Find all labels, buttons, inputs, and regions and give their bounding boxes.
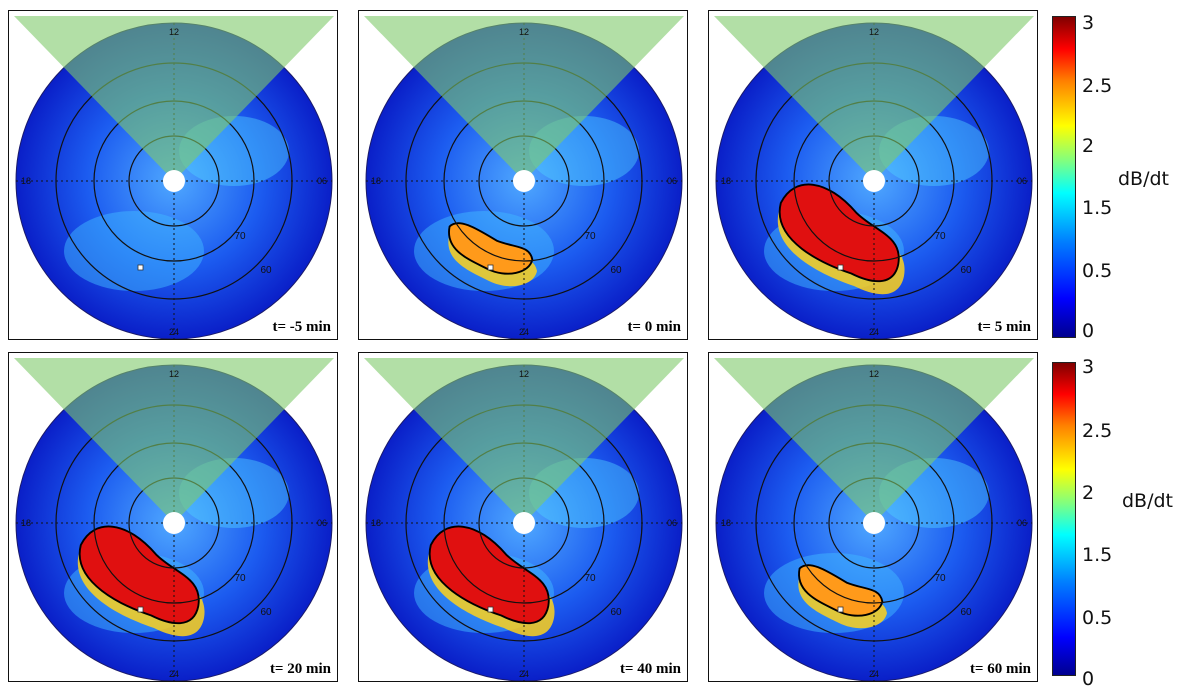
- time-label: t= 0 min: [627, 319, 681, 335]
- intensity-core: [428, 525, 550, 625]
- colorbar-tick: 0: [1082, 668, 1095, 690]
- pole-hole: [863, 512, 885, 534]
- coverage-wedge: [14, 16, 334, 181]
- mlat-label: 60: [960, 265, 972, 276]
- mlat-label: 70: [584, 573, 596, 584]
- station-marker: [837, 264, 844, 271]
- mlt-label: 06: [317, 176, 327, 186]
- colorbar-tick: 0: [1082, 320, 1095, 342]
- mlt-label: 12: [519, 27, 529, 37]
- colorbar-tick: 1.5: [1082, 544, 1113, 566]
- polar-map: 12 06 18 24 70 60: [714, 16, 1034, 339]
- intensity-core: [798, 564, 884, 617]
- colorbar-tick: 2.5: [1082, 75, 1113, 97]
- mlt-label: 12: [869, 369, 879, 379]
- mlat-label: 70: [934, 231, 946, 242]
- intensity-core: [778, 183, 900, 283]
- colorbar-tick: 0.5: [1082, 260, 1113, 282]
- colorbar-tick: 0.5: [1082, 607, 1113, 629]
- colorbar-tick: 3: [1082, 12, 1095, 34]
- coverage-wedge: [14, 358, 334, 523]
- colorbar-tick: 3: [1082, 356, 1095, 378]
- activity-patch: [64, 211, 204, 291]
- polar-map: 12 06 18 24 70 60: [714, 358, 1034, 681]
- polar-panel-2: 12 06 18 24 70 60 t= 0 min: [358, 10, 688, 340]
- station-marker: [137, 264, 144, 271]
- coverage-wedge: [364, 16, 684, 181]
- mlat-label: 70: [934, 573, 946, 584]
- mlt-label: 24: [869, 327, 879, 337]
- mlt-label: 12: [169, 369, 179, 379]
- coverage-wedge: [364, 358, 684, 523]
- mlt-label: 18: [21, 176, 31, 186]
- colorbar-tick: 2: [1082, 135, 1095, 157]
- polar-map: 12 06 18 24 70 60: [14, 16, 334, 339]
- mlt-label: 24: [519, 327, 529, 337]
- mlt-label: 18: [371, 176, 381, 186]
- mlt-label: 06: [1017, 518, 1027, 528]
- mlt-label: 06: [667, 176, 677, 186]
- polar-panel-3: 12 06 18 24 70 60 t= 5 min: [708, 10, 1038, 340]
- polar-panel-1: 12 06 18 24 70 60 t= -5 min: [8, 10, 338, 340]
- time-label: t= 20 min: [269, 661, 331, 677]
- mlat-label: 70: [234, 573, 246, 584]
- intensity-core: [78, 525, 200, 625]
- coverage-wedge: [714, 16, 1034, 181]
- mlt-label: 18: [371, 518, 381, 528]
- station-marker: [487, 606, 494, 613]
- mlat-label: 60: [260, 265, 272, 276]
- polar-panel-6: 12 06 18 24 70 60 t= 60 min: [708, 352, 1038, 682]
- polar-map: 12 06 18 24 70 60: [364, 16, 684, 339]
- time-label: t= 60 min: [969, 661, 1031, 677]
- pole-hole: [163, 512, 185, 534]
- mlt-label: 24: [869, 669, 879, 679]
- time-label: t= 40 min: [619, 661, 681, 677]
- pole-hole: [863, 170, 885, 192]
- colorbar-tick: 1.5: [1082, 197, 1113, 219]
- colorbar-tick: 2: [1082, 482, 1095, 504]
- mlat-label: 70: [584, 231, 596, 242]
- mlat-label: 60: [610, 607, 622, 618]
- polar-panel-4: 12 06 18 24 70 60 t= 20 min: [8, 352, 338, 682]
- polar-map: 12 06 18 24 70 60: [14, 358, 334, 681]
- intensity-core: [448, 222, 534, 275]
- colorbar-tick: 2.5: [1082, 420, 1113, 442]
- mlt-label: 18: [721, 518, 731, 528]
- mlt-label: 06: [1017, 176, 1027, 186]
- coverage-wedge: [714, 358, 1034, 523]
- colorbar-unit: dB/dt: [1122, 490, 1174, 512]
- colorbar-unit: dB/dt: [1118, 168, 1170, 190]
- mlt-label: 12: [869, 27, 879, 37]
- mlat-label: 60: [610, 265, 622, 276]
- station-marker: [487, 264, 494, 271]
- pole-hole: [513, 512, 535, 534]
- colorbar-bottom: [1052, 362, 1076, 676]
- colorbar-top: [1052, 16, 1076, 338]
- mlt-label: 24: [169, 327, 179, 337]
- pole-hole: [163, 170, 185, 192]
- pole-hole: [513, 170, 535, 192]
- mlt-label: 18: [21, 518, 31, 528]
- polar-map: 12 06 18 24 70 60: [364, 358, 684, 681]
- station-marker: [137, 606, 144, 613]
- polar-panel-5: 12 06 18 24 70 60 t= 40 min: [358, 352, 688, 682]
- mlt-label: 18: [721, 176, 731, 186]
- mlt-label: 06: [317, 518, 327, 528]
- mlt-label: 06: [667, 518, 677, 528]
- mlat-label: 70: [234, 231, 246, 242]
- mlt-label: 12: [519, 369, 529, 379]
- time-label: t= 5 min: [977, 319, 1031, 335]
- mlt-label: 24: [519, 669, 529, 679]
- station-marker: [837, 606, 844, 613]
- mlt-label: 12: [169, 27, 179, 37]
- mlat-label: 60: [260, 607, 272, 618]
- mlat-label: 60: [960, 607, 972, 618]
- time-label: t= -5 min: [272, 319, 331, 335]
- mlt-label: 24: [169, 669, 179, 679]
